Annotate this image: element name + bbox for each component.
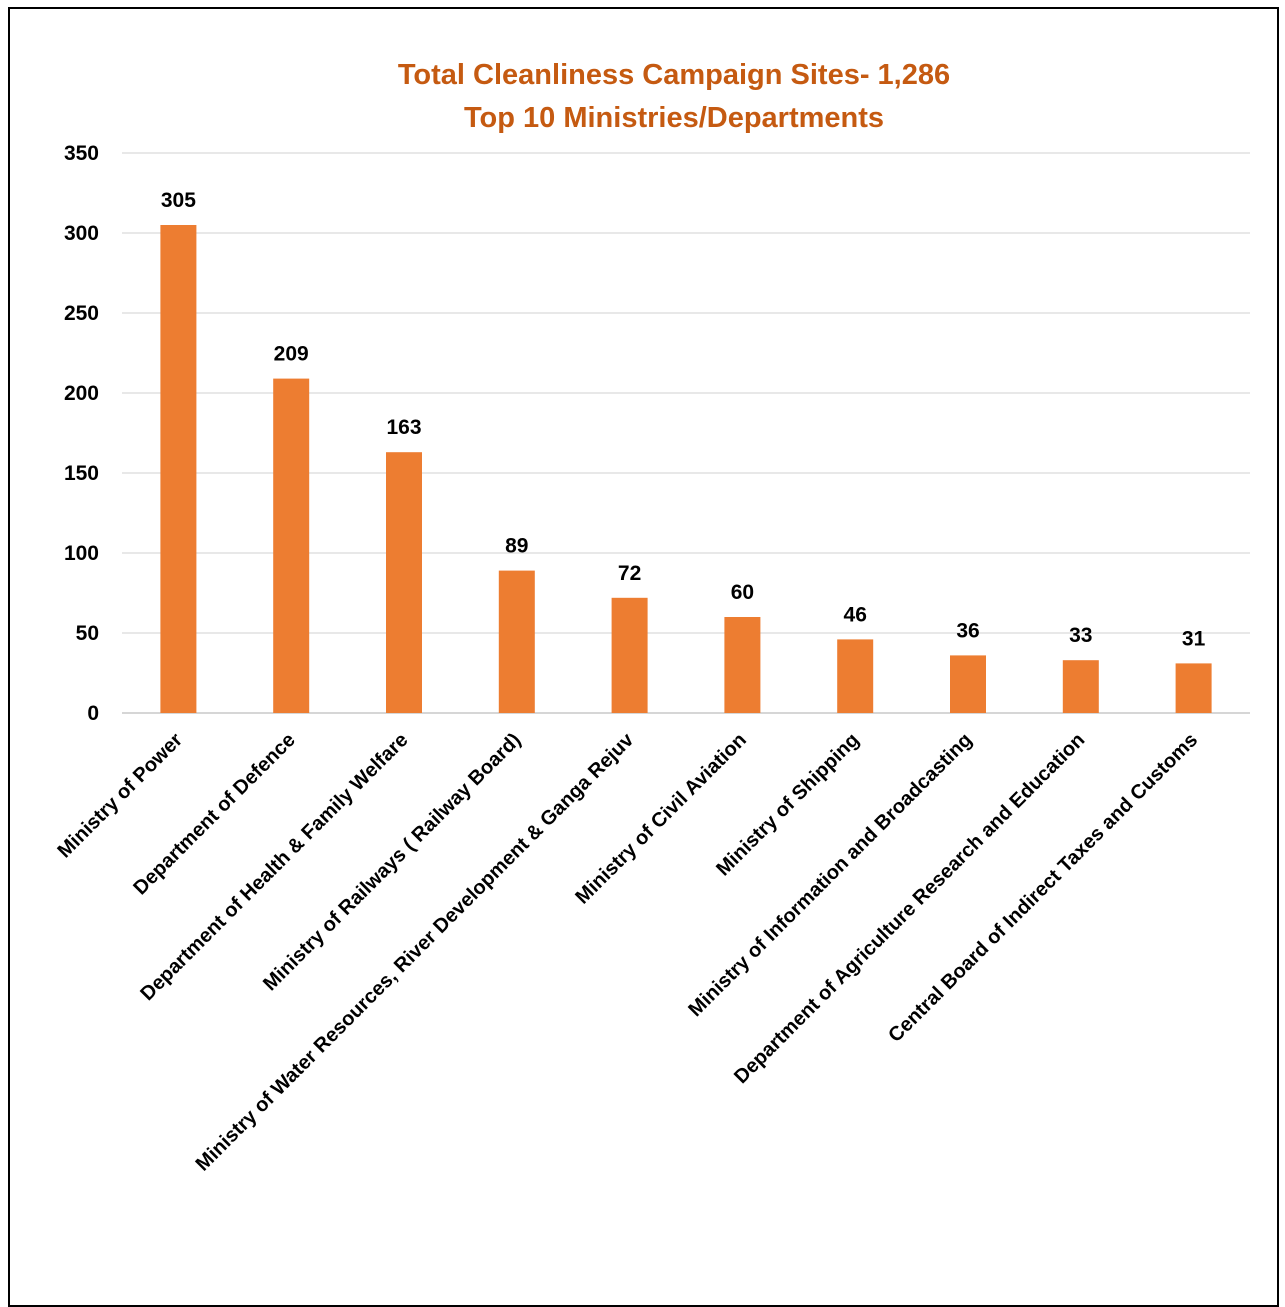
y-axis: 0 50 100 150 200 250 300 350 (64, 142, 99, 725)
chart-title-line-2: Top 10 Ministries/Departments (464, 102, 884, 134)
data-label: 89 (505, 535, 528, 558)
data-label: 209 (274, 343, 309, 366)
bar (724, 617, 761, 713)
data-labels: 305 209 163 89 72 60 46 36 33 31 (161, 189, 1206, 650)
y-tick-label: 50 (76, 622, 99, 645)
data-label: 163 (386, 416, 421, 439)
bar (837, 639, 874, 713)
x-tick-label: Ministry of Power (54, 729, 188, 863)
bar (160, 225, 197, 713)
data-label: 60 (731, 581, 754, 604)
y-tick-label: 200 (64, 382, 99, 405)
grid (122, 152, 1250, 714)
bar (273, 378, 310, 713)
data-label: 46 (844, 603, 867, 626)
y-tick-label: 0 (87, 702, 99, 725)
bar (498, 570, 535, 713)
bars (160, 225, 1212, 713)
bar (386, 452, 422, 713)
x-tick-label: Ministry of Railways ( Railway Board) (259, 729, 525, 995)
data-label: 31 (1182, 627, 1206, 650)
y-tick-label: 250 (64, 302, 99, 325)
y-tick-label: 300 (64, 222, 99, 245)
x-tick-label: Ministry of Water Resources, River Devel… (192, 728, 639, 1175)
data-label: 72 (618, 562, 641, 585)
data-label: 305 (161, 189, 196, 212)
chart-title-line-1: Total Cleanliness Campaign Sites- 1,286 (398, 59, 950, 91)
chart-title: Total Cleanliness Campaign Sites- 1,286 … (398, 59, 950, 134)
y-tick-label: 100 (64, 542, 99, 565)
data-label: 33 (1069, 624, 1092, 647)
y-tick-label: 350 (64, 142, 99, 165)
bar (1175, 663, 1212, 713)
bar (611, 597, 648, 713)
bar (1062, 660, 1099, 713)
data-label: 36 (956, 619, 979, 642)
y-tick-label: 150 (64, 462, 99, 485)
bar (950, 655, 986, 713)
